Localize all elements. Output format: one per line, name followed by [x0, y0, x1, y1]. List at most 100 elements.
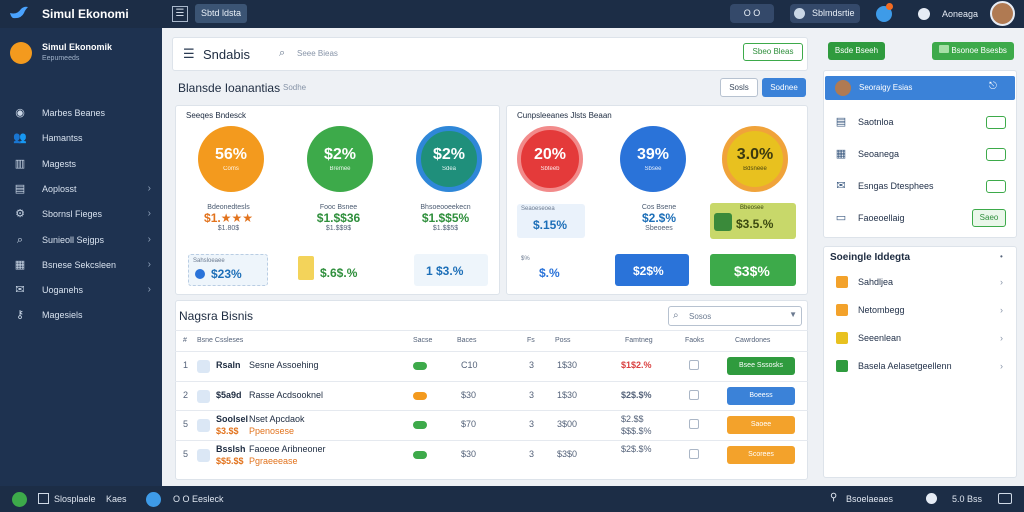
trend-icon	[413, 450, 427, 459]
info-icon[interactable]	[926, 493, 937, 504]
avatar[interactable]	[990, 1, 1015, 26]
sidebar-item-label: Bsnese Sekcsleen	[42, 259, 117, 270]
toggle-icon[interactable]	[986, 148, 1006, 161]
avatar	[835, 80, 851, 96]
row-subdesc: Pgraeeease	[249, 455, 298, 466]
checkbox[interactable]	[689, 419, 699, 429]
user-icon[interactable]	[918, 8, 930, 20]
right-menu-label: Faoeoellaig	[858, 213, 905, 223]
sidebar-item[interactable]: ▤ Aoplosst ›	[12, 178, 157, 200]
list-item[interactable]: Netombegg ›	[824, 296, 1016, 324]
sidebar-item[interactable]: 👥 Hamantss	[12, 127, 157, 149]
doc-icon: ▦	[835, 148, 847, 160]
header-action-button[interactable]: Sbeo Bleas	[743, 43, 803, 61]
notification-icon[interactable]	[876, 3, 893, 22]
primary-button[interactable]: Sodnee	[762, 78, 806, 97]
secondary-button[interactable]: Sosls	[720, 78, 758, 97]
chevron-right-icon: ›	[1000, 305, 1003, 315]
checkbox[interactable]	[689, 360, 699, 370]
toggle-pill[interactable]: O O	[730, 4, 774, 23]
row-desc: Nset Apcdaok	[249, 414, 305, 424]
sidebar-item-label: Sunieoll Sejgps	[42, 234, 105, 245]
brand-logo	[10, 42, 32, 64]
checkbox[interactable]	[689, 389, 699, 400]
row-number: 5	[183, 448, 189, 459]
metric-1: Bdeonedtesls $1.★★★ $1.80$	[204, 204, 253, 232]
row-action-button[interactable]: Boeess	[727, 386, 795, 405]
user-label[interactable]: Aoneaga	[942, 9, 979, 19]
menu-icon[interactable]: ☰	[183, 46, 195, 61]
sidebar-item-label: Uoganehs	[42, 285, 84, 296]
row-cell: $3$0	[557, 448, 578, 459]
window-icon[interactable]	[998, 493, 1012, 504]
table-row[interactable]: 5 Bsslsh Faoeoe Aribneoner $$5.$$ Pgraeeease…	[175, 439, 808, 469]
active-user-item[interactable]: Seoraigy Esias ⎋	[825, 76, 1015, 100]
table-header-cell: Famtneg	[625, 337, 653, 344]
gauge-4: 20% Sbteeb	[517, 126, 583, 192]
row-number: 5	[183, 419, 189, 429]
checkbox[interactable]	[689, 448, 699, 459]
page-title: Sndabis	[203, 47, 250, 62]
row-cell: 3	[529, 389, 535, 400]
sidebar-item[interactable]: ✉ Uoganehs ›	[12, 279, 157, 301]
row-subdesc: Ppenosese	[249, 426, 295, 436]
table-row[interactable]: 1 Rsaln Sesne Assoehing $1$2.% C10 3 1$30 Bsee …	[175, 351, 808, 380]
row-cell: $30	[461, 389, 477, 400]
table-header-cell: Cawrdones	[735, 337, 771, 344]
right-menu-label: Saotnloa	[858, 117, 894, 127]
sidebar-item[interactable]: ▥ Magests	[12, 153, 157, 175]
key-icon: ⚷	[15, 309, 25, 322]
top-right-button-1[interactable]: Bsde Bseeh	[828, 42, 885, 60]
sidebar-item[interactable]: ◉ Marbes Beanes	[12, 102, 157, 124]
table-filter[interactable]: ⌕ Sosos ▼	[668, 306, 802, 326]
list-item-label: Sahdljea	[858, 277, 894, 287]
table-header-cell: Faoks	[685, 337, 705, 344]
table-row[interactable]: 5 Soolsel Nset Apcdaok $3.$$ Ppenosese $2.$$ $…	[175, 410, 808, 439]
row-action-button[interactable]: Scorees	[727, 445, 795, 464]
row-cell: 3$00	[557, 419, 578, 429]
table-header-cell: Poss	[555, 337, 571, 344]
people-icon: 👥	[13, 132, 27, 145]
row-number: 2	[183, 389, 189, 400]
toggle-icon[interactable]	[986, 116, 1006, 129]
right-menu-item[interactable]: ▦ Seoanega	[824, 138, 1016, 170]
chevron-right-icon: ›	[147, 208, 151, 220]
right-menu-item[interactable]: ✉ Esngas Dtesphees	[824, 170, 1016, 202]
toggle-icon[interactable]	[986, 180, 1006, 193]
right-menu-label: Seoanega	[858, 149, 900, 159]
sidebar-item[interactable]: ⌕ Sunieoll Sejgps ›	[12, 229, 157, 251]
right-menu-button[interactable]: Saeo	[972, 209, 1006, 227]
row-icon	[197, 389, 210, 403]
right-menu-item[interactable]: ▭ Faoeoellaig Saeo	[824, 202, 1016, 234]
table-header-cell: Sacse	[413, 337, 433, 344]
table-row[interactable]: 2 $5a9d Rasse Acdsooknel $2$.$% $30 3 1$30 Boee…	[175, 380, 808, 410]
list-item[interactable]: Basela Aelasetgeellenn ›	[824, 352, 1016, 380]
row-action-button[interactable]: Saoee	[727, 416, 795, 434]
top-right-button-2[interactable]: Bsonoe Bsesbs	[932, 42, 1014, 60]
chevron-right-icon: ›	[147, 182, 151, 194]
list-title: Soeingle Iddegta	[830, 252, 911, 263]
dots-icon[interactable]: •	[1000, 252, 1003, 261]
row-cell: 1$30	[557, 389, 578, 400]
top-bar: Simul Ekonomi ☰ Sbtd ldsta O O Sblmdsrti…	[0, 0, 1024, 28]
sidebar-item[interactable]: ⚙ Sbornsl Fieges ›	[12, 203, 157, 225]
list-item[interactable]: Sahdljea ›	[824, 268, 1016, 296]
tab-main[interactable]: Sbtd ldsta	[195, 4, 247, 23]
sidebar-item[interactable]: ⚷ Magesiels	[12, 304, 157, 326]
menu-icon[interactable]: ☰	[172, 6, 188, 22]
row-icon	[197, 360, 210, 373]
search-icon[interactable]: ⌕	[279, 47, 286, 59]
sidebar-item-label: Marbes Beanes	[42, 108, 106, 118]
right-menu-item[interactable]: ▤ Saotnloa	[824, 106, 1016, 138]
workspace-pill[interactable]: Sblmdsrtie	[790, 4, 860, 23]
brand-title: Simul Ekonomik	[42, 42, 113, 52]
search-input[interactable]: Seee Bieas	[297, 49, 338, 58]
sidebar-item[interactable]: ▦ Bsnese Sekcsleen ›	[12, 254, 157, 276]
row-action-button[interactable]: Bsee Sssosks	[727, 357, 795, 375]
row-pct: $1$2.%	[621, 360, 652, 370]
list-item[interactable]: Seeenlean ›	[824, 324, 1016, 352]
trend-icon	[413, 391, 427, 400]
sidebar-item-label: Aoplosst	[42, 183, 77, 194]
chat-icon: ✉	[15, 284, 25, 297]
comparison-panel: Cunpsleeanes Jlsts Beaan 20% Sbteeb 39% Sb…	[506, 105, 808, 295]
